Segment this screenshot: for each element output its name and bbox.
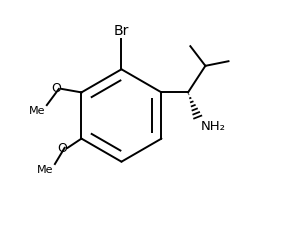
Text: NH₂: NH₂ — [201, 120, 226, 133]
Text: Br: Br — [114, 24, 129, 38]
Text: Me: Me — [37, 165, 54, 175]
Text: Me: Me — [29, 106, 46, 116]
Text: O: O — [57, 143, 67, 155]
Text: O: O — [51, 82, 61, 95]
